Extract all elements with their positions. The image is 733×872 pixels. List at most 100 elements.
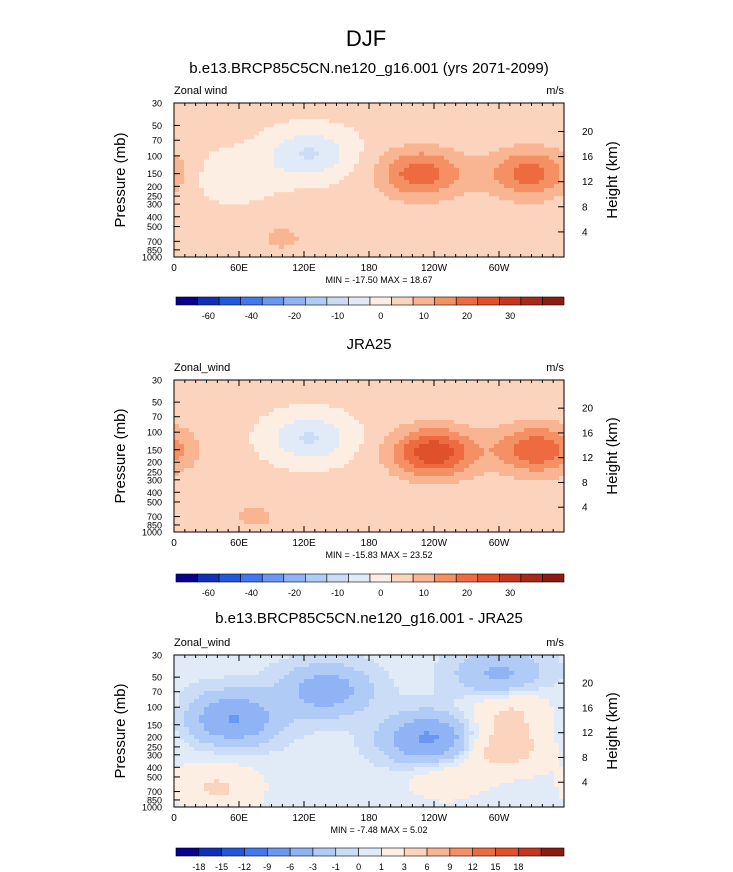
contour-cell [499, 135, 505, 141]
contour-cell [339, 143, 345, 149]
contour-cell [344, 392, 350, 397]
contour-cell [409, 472, 415, 477]
contour-cell [294, 392, 300, 397]
colorbar-label: -40 [245, 311, 258, 321]
contour-cell [404, 111, 410, 116]
contour-cell [414, 167, 420, 173]
contour-cell [284, 175, 290, 181]
contour-cell [479, 200, 485, 205]
contour-cell [229, 115, 235, 120]
contour-cell [204, 248, 210, 254]
contour-cell [549, 436, 555, 441]
contour-cell [224, 107, 230, 112]
contour-cell [504, 196, 510, 201]
contour-cell [444, 432, 450, 437]
contour-cell [484, 103, 490, 108]
contour-cell [529, 188, 535, 193]
contour-cell [529, 143, 535, 149]
contour-cell [209, 224, 215, 230]
contour-cell [244, 420, 250, 425]
contour-cell [249, 408, 255, 413]
contour-cell [269, 151, 275, 157]
contour-cell [499, 171, 505, 177]
contour-cell [249, 220, 255, 226]
contour-cell [514, 200, 520, 205]
contour-cell [229, 240, 235, 246]
contour-cell [529, 147, 535, 153]
contour-cell [304, 188, 310, 193]
contour-cell [329, 444, 335, 449]
contour-cell [434, 472, 440, 477]
contour-cell [204, 436, 210, 441]
contour-cell [489, 115, 495, 120]
contour-cell [534, 384, 540, 389]
contour-cell [269, 460, 275, 465]
contour-cell [354, 200, 360, 205]
contour-cell [179, 408, 185, 413]
colorbar-label: -10 [331, 311, 344, 321]
contour-cell [259, 452, 265, 457]
contour-cell [219, 404, 225, 409]
contour-cell [554, 180, 560, 185]
contour-cell [494, 192, 500, 197]
contour-cell [489, 188, 495, 193]
contour-cell [189, 180, 195, 185]
contour-cell [429, 452, 435, 457]
contour-cell [199, 252, 205, 258]
contour-cell [319, 408, 325, 413]
contour-cell [524, 200, 530, 205]
contour-cell [224, 204, 230, 209]
contour-cell [394, 472, 400, 477]
contour-cell [284, 412, 290, 417]
contour-cell [419, 171, 425, 177]
contour-cell [259, 228, 265, 234]
contour-cell [384, 163, 390, 169]
contour-cell [484, 404, 490, 409]
contour-cell [484, 212, 490, 218]
contour-cell [459, 400, 465, 405]
contour-cell [454, 248, 460, 254]
contour-cell [364, 420, 370, 425]
contour-cell [344, 248, 350, 254]
contour-cell [489, 472, 495, 477]
contour-cell [344, 196, 350, 201]
contour-cell [434, 384, 440, 389]
contour-cell [524, 248, 530, 254]
contour-cell [299, 192, 305, 197]
contour-cell [449, 252, 455, 258]
contour-cell [434, 444, 440, 449]
contour-cell [174, 468, 180, 473]
contour-cell [449, 228, 455, 234]
contour-cell [414, 147, 420, 153]
contour-cell [249, 404, 255, 409]
contour-cell [199, 103, 205, 108]
contour-cell [194, 236, 200, 242]
contour-cell [294, 204, 300, 209]
contour-cell [184, 139, 190, 145]
contour-cell [199, 204, 205, 209]
contour-cell [519, 384, 525, 389]
contour-cell [179, 208, 185, 214]
contour-cell [224, 388, 230, 393]
contour-cell [474, 236, 480, 242]
contour-cell [399, 111, 405, 116]
contour-cell [519, 468, 525, 473]
contour-cell [464, 384, 470, 389]
contour-cell [469, 456, 475, 461]
contour-cell [199, 392, 205, 397]
contour-cell [524, 115, 530, 120]
contour-cell [274, 196, 280, 201]
contour-cell [289, 175, 295, 181]
contour-cell [269, 392, 275, 397]
contour-cell [174, 436, 180, 441]
contour-cell [289, 248, 295, 254]
contour-cell [344, 388, 350, 393]
contour-cell [359, 212, 365, 218]
contour-cell [189, 420, 195, 425]
contour-cell [509, 127, 515, 132]
contour-cell [194, 188, 200, 193]
contour-cell [439, 420, 445, 425]
contour-cell [254, 224, 260, 230]
contour-cell [419, 472, 425, 477]
contour-cell [249, 392, 255, 397]
